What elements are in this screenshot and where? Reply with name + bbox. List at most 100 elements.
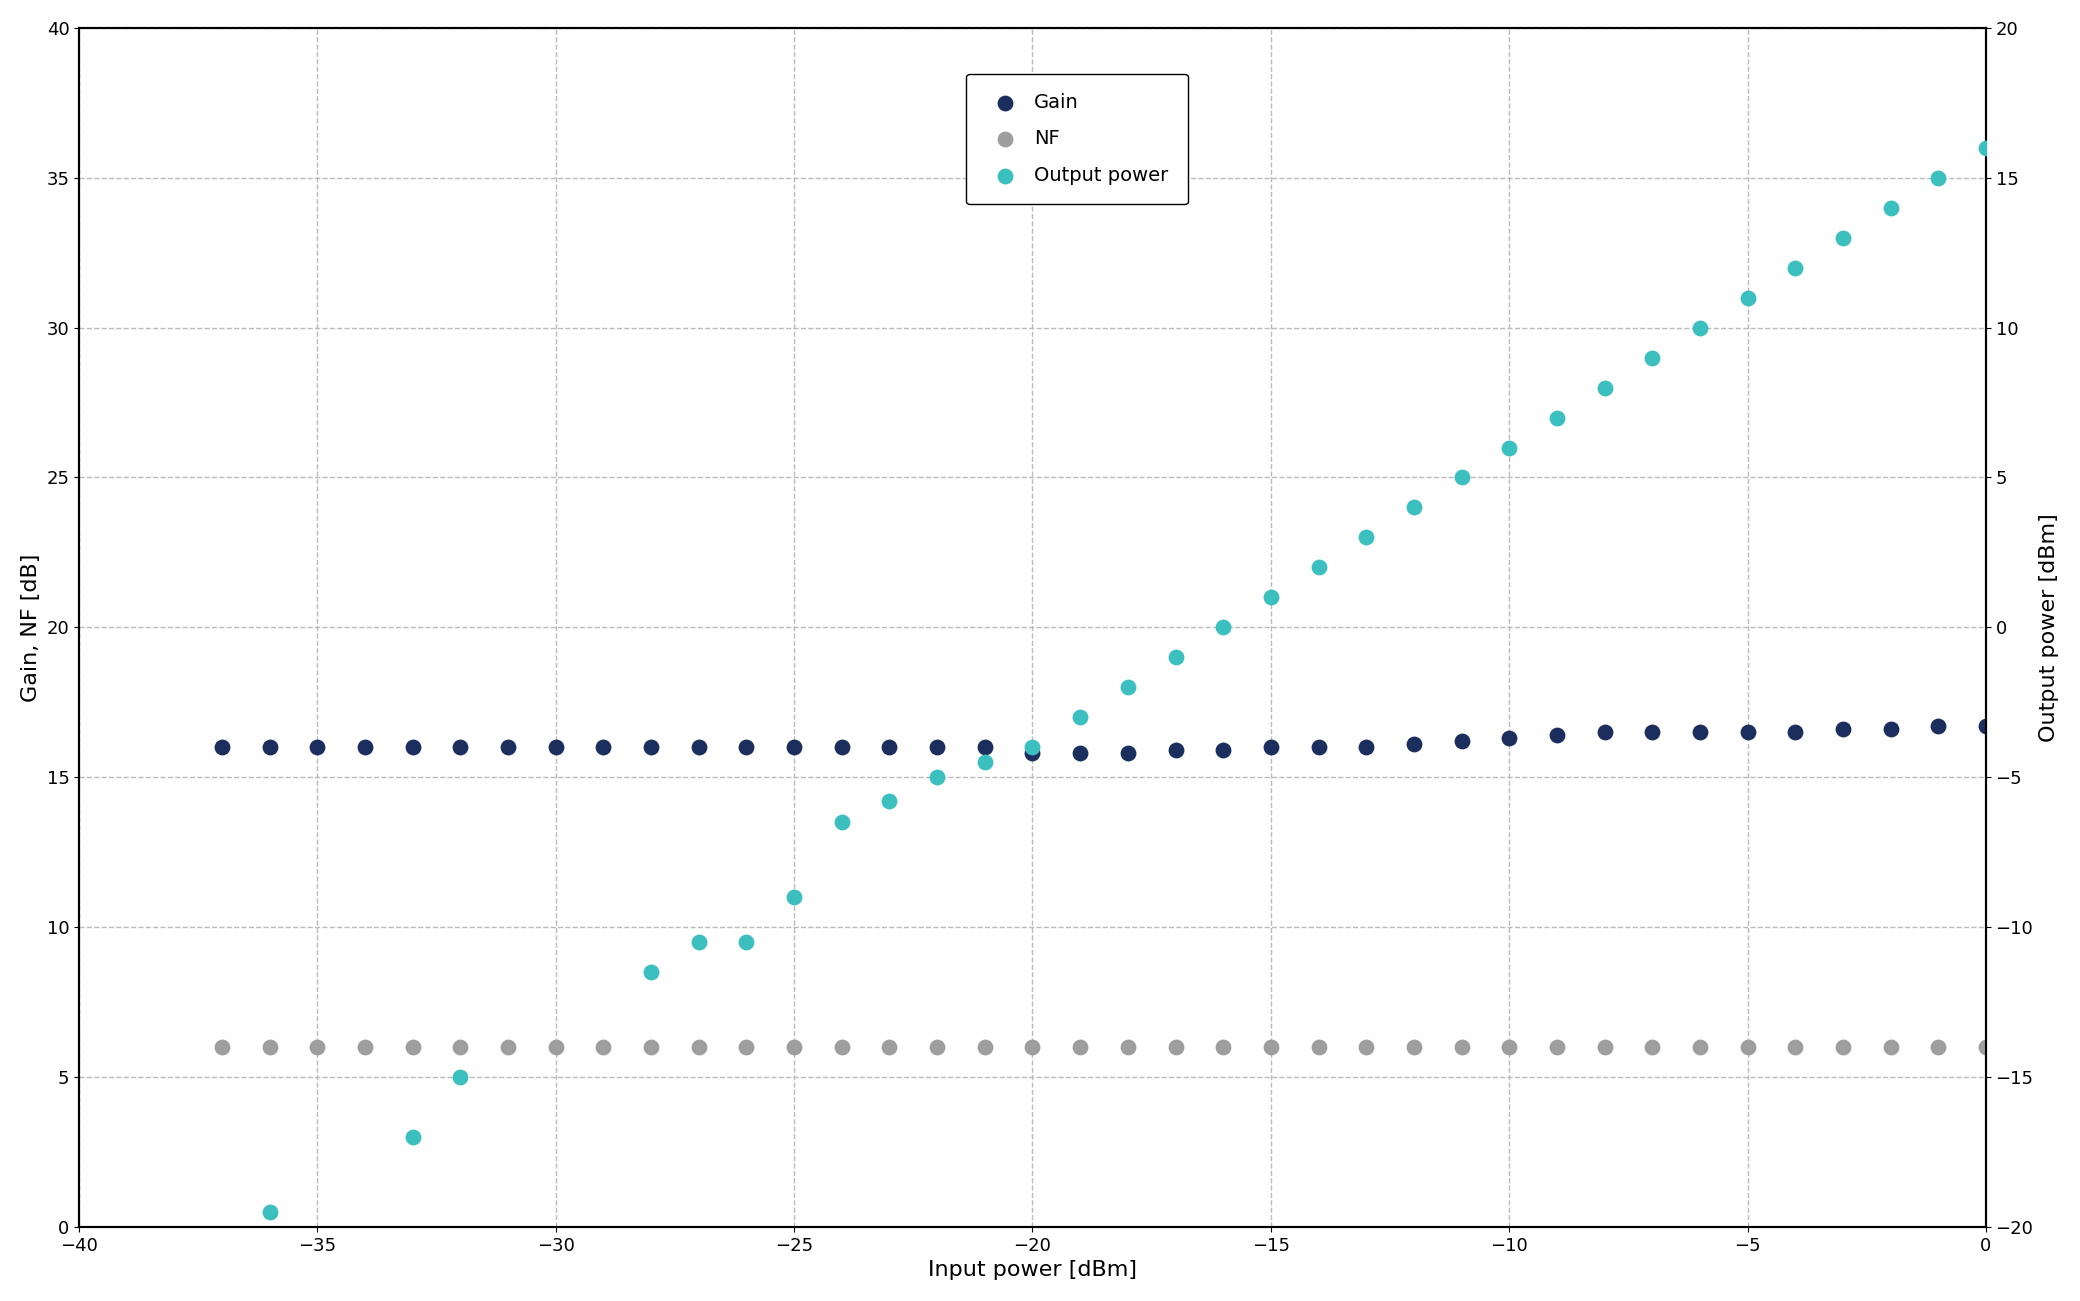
Gain [634,736,668,757]
Y-axis label: Gain, NF [dB]: Gain, NF [dB] [21,553,42,701]
Gain [443,736,476,757]
NF [302,1037,335,1058]
Gain [1302,736,1335,757]
Gain [1731,722,1764,743]
Output power [1826,228,1860,248]
Gain [1446,731,1479,752]
NF [1111,1037,1144,1058]
Gain [730,736,763,757]
NF [254,1037,287,1058]
Output power [1493,437,1527,458]
Output power [1539,407,1572,428]
NF [1970,1037,2003,1058]
Output power [1778,258,1812,278]
NF [1874,1037,1907,1058]
Output power [1350,527,1383,548]
Gain [682,736,716,757]
NF [395,1037,428,1058]
NF [443,1037,476,1058]
NF [1731,1037,1764,1058]
NF [1159,1037,1192,1058]
NF [1446,1037,1479,1058]
NF [1350,1037,1383,1058]
NF [587,1037,620,1058]
Gain [587,736,620,757]
Gain [1826,719,1860,740]
Gain [1874,719,1907,740]
Legend: Gain, NF, Output power: Gain, NF, Output power [965,74,1188,204]
Gain [1206,740,1240,761]
NF [1063,1037,1096,1058]
Output power [1398,497,1431,518]
Output power [1111,677,1144,697]
Gain [1398,734,1431,755]
Gain [826,736,859,757]
Gain [1635,722,1668,743]
Gain [1111,743,1144,764]
Gain [1683,722,1716,743]
Gain [874,736,907,757]
NF [349,1037,383,1058]
Output power [967,752,1000,773]
Gain [491,736,524,757]
NF [1206,1037,1240,1058]
NF [1493,1037,1527,1058]
Gain [1159,740,1192,761]
Output power [443,1067,476,1088]
Gain [1778,722,1812,743]
Gain [1063,743,1096,764]
NF [1015,1037,1048,1058]
NF [778,1037,811,1058]
NF [491,1037,524,1058]
NF [1302,1037,1335,1058]
Gain [254,736,287,757]
Output power [1015,736,1048,757]
NF [1254,1037,1288,1058]
Output power [1683,317,1716,338]
Output power [730,932,763,952]
Output power [826,812,859,833]
NF [1922,1037,1955,1058]
Gain [302,736,335,757]
Gain [1254,736,1288,757]
Output power [1206,617,1240,637]
Output power [1302,557,1335,578]
NF [1778,1037,1812,1058]
NF [1683,1037,1716,1058]
Output power [1635,347,1668,368]
Gain [1350,736,1383,757]
Output power [1159,647,1192,667]
Output power [874,791,907,812]
NF [634,1037,668,1058]
Output power [1254,587,1288,608]
NF [921,1037,955,1058]
Output power [1874,198,1907,219]
X-axis label: Input power [dBm]: Input power [dBm] [928,1261,1138,1280]
NF [1826,1037,1860,1058]
NF [967,1037,1000,1058]
Output power [1446,467,1479,488]
Output power [778,887,811,908]
Y-axis label: Output power [dBm]: Output power [dBm] [2038,513,2059,742]
Gain [1539,725,1572,745]
NF [682,1037,716,1058]
Gain [1493,727,1527,748]
Gain [1922,716,1955,736]
Gain [349,736,383,757]
NF [1635,1037,1668,1058]
NF [730,1037,763,1058]
Output power [1587,377,1620,398]
Gain [206,736,239,757]
NF [874,1037,907,1058]
Output power [634,961,668,982]
NF [539,1037,572,1058]
Gain [967,736,1000,757]
Output power [254,1202,287,1223]
NF [206,1037,239,1058]
NF [1587,1037,1620,1058]
Output power [1063,706,1096,727]
NF [1539,1037,1572,1058]
Output power [1922,168,1955,189]
Output power [921,766,955,787]
Output power [1731,288,1764,308]
